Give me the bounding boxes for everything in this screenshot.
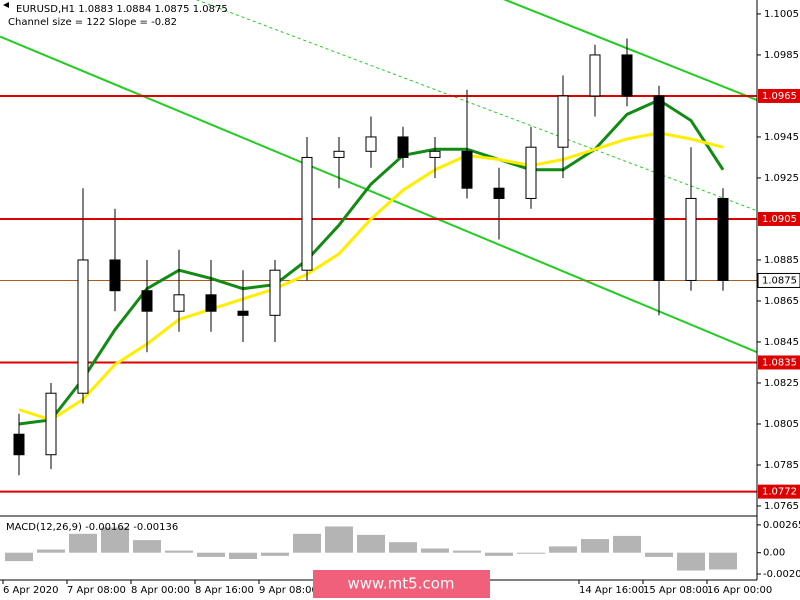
macd-y-tick-label: 0.00265 xyxy=(763,520,800,531)
candle-body xyxy=(589,54,601,97)
x-tick-label: 8 Apr 00:00 xyxy=(131,585,190,596)
candle-body xyxy=(461,150,473,189)
candle-body xyxy=(301,156,313,271)
macd-bar xyxy=(549,546,577,553)
candle-body xyxy=(77,259,89,394)
level-label: 1.0772 xyxy=(762,487,797,498)
candle-body xyxy=(365,136,377,152)
candle-body xyxy=(45,392,57,456)
macd-bar xyxy=(69,533,97,553)
macd-bar xyxy=(357,534,385,553)
candle-body xyxy=(557,95,569,148)
x-tick-label: 9 Apr 08:00 xyxy=(259,585,318,596)
x-tick-label: 15 Apr 08:00 xyxy=(643,585,708,596)
candle-body xyxy=(397,136,409,158)
y-tick-label: 1.0925 xyxy=(764,173,799,184)
macd-bar xyxy=(5,552,33,562)
macd-bar xyxy=(581,539,609,553)
macd-y-tick-label: -0.00203 xyxy=(763,569,800,580)
macd-label: MACD(12,26,9) -0.00162 -0.00136 xyxy=(6,522,178,533)
x-tick-label: 7 Apr 08:00 xyxy=(67,585,126,596)
chart-subtitle: Channel size = 122 Slope = -0.82 xyxy=(8,17,177,28)
x-tick-label: 8 Apr 16:00 xyxy=(195,585,254,596)
y-tick-label: 1.0865 xyxy=(764,296,799,307)
y-tick-label: 1.0785 xyxy=(764,460,799,471)
price-pane xyxy=(0,0,757,493)
macd-y-tick-label: 0.00 xyxy=(763,548,785,559)
macd-bar xyxy=(101,527,129,553)
candle-body xyxy=(173,294,185,312)
candle-body xyxy=(685,197,697,281)
candle-body xyxy=(109,259,121,292)
y-tick-label: 1.1005 xyxy=(764,9,799,20)
level-label: 1.0965 xyxy=(762,91,797,102)
macd-bar xyxy=(485,552,513,556)
moving-average xyxy=(18,131,724,422)
macd-bar xyxy=(421,548,449,553)
candle-body xyxy=(525,146,537,199)
level-label-box xyxy=(758,355,800,370)
level-label: 1.0835 xyxy=(762,357,797,368)
level-label-box xyxy=(758,484,800,499)
moving-average xyxy=(18,98,725,426)
candle-body xyxy=(269,269,281,316)
current-price-box xyxy=(757,272,800,288)
macd-bar xyxy=(645,552,673,557)
y-tick-label: 1.0845 xyxy=(764,337,799,348)
y-tick-label: 1.0825 xyxy=(764,378,799,389)
macd-bar xyxy=(325,526,353,553)
candle-body xyxy=(237,310,249,316)
macd-bar xyxy=(677,552,705,571)
current-price-label: 1.0875 xyxy=(762,275,797,286)
macd-bar xyxy=(229,552,257,559)
macd-bar xyxy=(165,550,193,553)
candle-body xyxy=(333,150,345,158)
level-label: 1.0905 xyxy=(762,214,797,225)
macd-bar xyxy=(389,542,417,553)
y-tick-label: 1.0985 xyxy=(764,50,799,61)
macd-bar xyxy=(133,540,161,553)
x-tick-label: 6 Apr 2020 xyxy=(3,585,58,596)
title-marker xyxy=(3,2,9,8)
candle-body xyxy=(13,433,25,456)
macd-bar xyxy=(709,552,737,570)
macd-bar xyxy=(517,552,545,554)
y-tick-label: 1.0765 xyxy=(764,501,799,512)
trendline xyxy=(0,35,757,354)
macd-bar xyxy=(197,552,225,557)
macd-bar xyxy=(261,552,289,556)
candle-body xyxy=(141,290,153,312)
chart-title: EURUSD,H1 1.0883 1.0884 1.0875 1.0875 xyxy=(16,4,228,15)
watermark-box xyxy=(313,570,490,598)
x-tick-label: 14 Apr 16:00 xyxy=(579,585,644,596)
trendline xyxy=(502,0,757,101)
macd-bar xyxy=(453,550,481,553)
candle-body xyxy=(205,294,217,312)
macd-pane xyxy=(5,526,737,571)
y-tick-label: 1.0885 xyxy=(764,255,799,266)
candle-body xyxy=(621,54,633,97)
macd-bar xyxy=(37,549,65,553)
candle-body xyxy=(717,197,729,281)
level-label-box xyxy=(758,211,800,226)
level-label-box xyxy=(758,88,800,103)
x-tick-label: 16 Apr 00:00 xyxy=(707,585,772,596)
trendline xyxy=(195,0,757,212)
macd-bar xyxy=(613,535,641,553)
y-tick-label: 1.0945 xyxy=(764,132,799,143)
y-tick-label: 1.0805 xyxy=(764,419,799,430)
candle-body xyxy=(493,187,505,199)
candle-body xyxy=(653,95,665,281)
axis-layer: 1.1005 1.0985 1.0945 1.0925 1.0885 1.0865 1.08… xyxy=(2,9,800,596)
candle-body xyxy=(429,150,441,158)
watermark: www.mt5.com xyxy=(347,575,454,593)
macd-bar xyxy=(293,533,321,553)
